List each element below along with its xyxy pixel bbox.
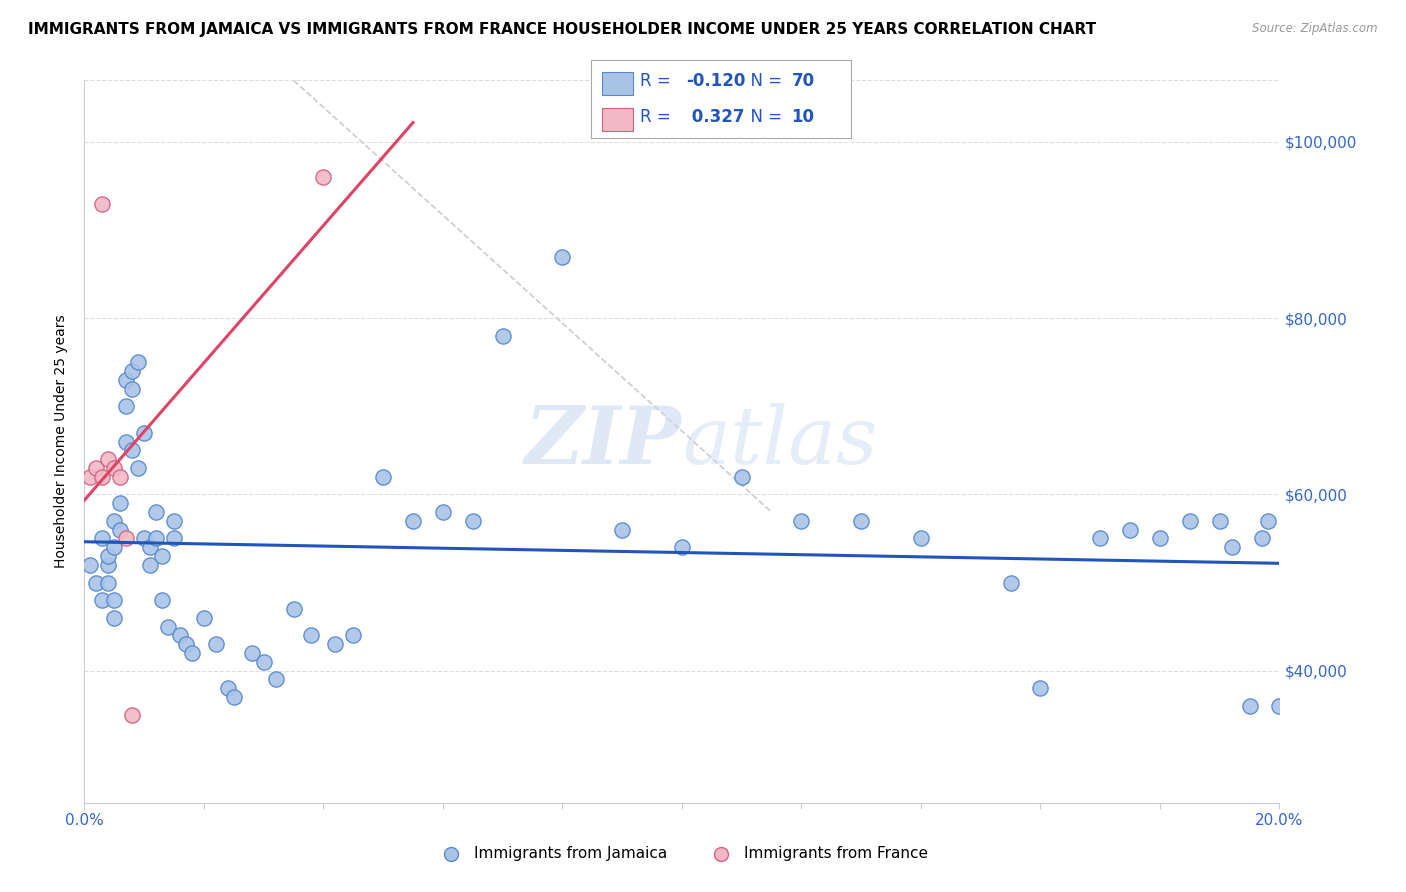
Point	[103, 541, 125, 555]
Point	[97, 558, 120, 572]
Point	[181, 646, 204, 660]
Point	[115, 373, 138, 387]
Point	[1149, 532, 1171, 546]
Point	[132, 425, 156, 440]
Point	[612, 523, 634, 537]
Text: IMMIGRANTS FROM JAMAICA VS IMMIGRANTS FROM FRANCE HOUSEHOLDER INCOME UNDER 25 YE: IMMIGRANTS FROM JAMAICA VS IMMIGRANTS FR…	[28, 22, 1097, 37]
Point	[264, 673, 287, 687]
Point	[1220, 541, 1243, 555]
Point	[121, 364, 143, 378]
Point	[103, 611, 125, 625]
Point	[110, 496, 132, 510]
Text: ZIP: ZIP	[524, 403, 682, 480]
Point	[240, 646, 263, 660]
Point	[1029, 681, 1052, 696]
Point	[145, 505, 167, 519]
Text: N =: N =	[740, 72, 787, 90]
Point	[127, 355, 149, 369]
Point	[115, 399, 138, 413]
Point	[1119, 523, 1142, 537]
Point	[115, 434, 138, 449]
Point	[103, 593, 125, 607]
Point	[790, 514, 813, 528]
Point	[157, 619, 180, 633]
Point	[103, 461, 125, 475]
Point	[1250, 532, 1272, 546]
Point	[91, 196, 114, 211]
Point	[163, 532, 186, 546]
Point	[110, 470, 132, 484]
Text: N =: N =	[740, 108, 787, 126]
Text: R =: R =	[640, 72, 676, 90]
Point	[110, 523, 132, 537]
Point	[342, 628, 364, 642]
Point	[910, 532, 932, 546]
Point	[79, 558, 101, 572]
Text: 0.327: 0.327	[686, 108, 745, 126]
Point	[86, 461, 108, 475]
Point	[150, 593, 173, 607]
Legend: Immigrants from Jamaica, Immigrants from France: Immigrants from Jamaica, Immigrants from…	[430, 840, 934, 867]
Point	[150, 549, 173, 563]
Point	[86, 575, 108, 590]
Text: R =: R =	[640, 108, 676, 126]
Point	[79, 470, 101, 484]
Point	[205, 637, 228, 651]
Point	[461, 514, 484, 528]
Point	[132, 532, 156, 546]
Point	[174, 637, 197, 651]
Point	[103, 514, 125, 528]
Point	[301, 628, 323, 642]
Point	[253, 655, 276, 669]
Point	[851, 514, 873, 528]
Point	[139, 558, 162, 572]
Point	[1268, 698, 1291, 713]
Point	[222, 690, 245, 704]
Point	[217, 681, 239, 696]
Point	[731, 470, 754, 484]
Text: atlas: atlas	[682, 403, 877, 480]
Point	[97, 452, 120, 467]
Point	[163, 514, 186, 528]
Point	[551, 250, 574, 264]
Point	[97, 549, 120, 563]
Point	[193, 611, 215, 625]
Point	[145, 532, 167, 546]
Point	[402, 514, 425, 528]
Point	[325, 637, 347, 651]
Point	[115, 532, 138, 546]
Text: Source: ZipAtlas.com: Source: ZipAtlas.com	[1253, 22, 1378, 36]
Point	[492, 328, 515, 343]
Point	[91, 470, 114, 484]
Point	[121, 443, 143, 458]
Point	[1000, 575, 1022, 590]
Text: 70: 70	[792, 72, 814, 90]
Point	[97, 575, 120, 590]
Point	[1090, 532, 1112, 546]
Y-axis label: Householder Income Under 25 years: Householder Income Under 25 years	[55, 315, 69, 568]
Point	[432, 505, 454, 519]
Point	[1239, 698, 1261, 713]
Point	[91, 532, 114, 546]
Point	[91, 593, 114, 607]
Point	[139, 541, 162, 555]
Point	[121, 382, 143, 396]
Point	[169, 628, 191, 642]
Point	[283, 602, 305, 616]
Text: -0.120: -0.120	[686, 72, 745, 90]
Point	[127, 461, 149, 475]
Text: 10: 10	[792, 108, 814, 126]
Point	[671, 541, 693, 555]
Point	[312, 170, 335, 185]
Point	[121, 707, 143, 722]
Point	[1178, 514, 1201, 528]
Point	[373, 470, 395, 484]
Point	[1209, 514, 1232, 528]
Point	[1257, 514, 1279, 528]
